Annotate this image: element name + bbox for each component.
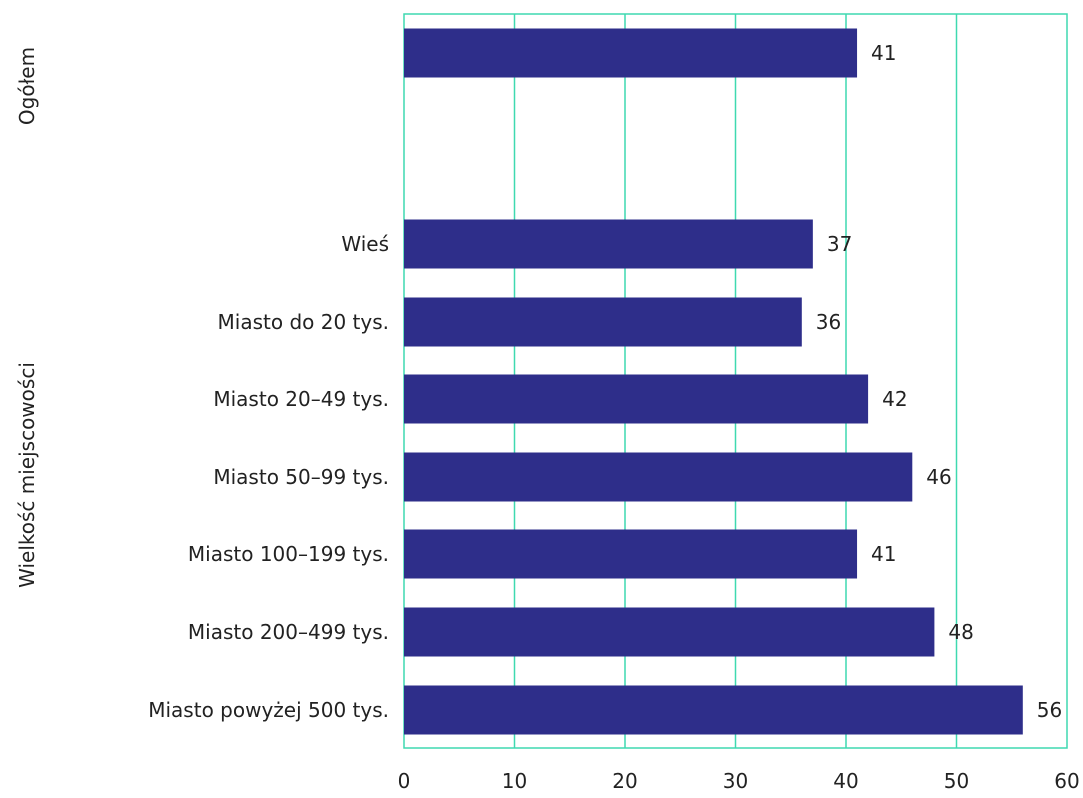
category-label: Wieś: [341, 232, 389, 256]
category-label: Miasto powyżej 500 tys.: [148, 698, 389, 722]
x-tick-label: 20: [612, 769, 637, 793]
category-label: Miasto do 20 tys.: [218, 310, 389, 334]
value-label: 42: [882, 387, 907, 411]
bar: [404, 529, 858, 579]
bar: [404, 297, 802, 347]
group-label: Ogółem: [15, 47, 39, 125]
value-label: 36: [816, 310, 841, 334]
labels-layer: 0 10 20 30 40 50 60 41 Ogółem 37 Wieś 36 Miasto do 2…: [15, 41, 1080, 793]
x-tick-label: 0: [398, 769, 411, 793]
bar: [404, 219, 813, 269]
bar: [404, 28, 858, 78]
value-label: 41: [871, 542, 896, 566]
bars-layer: [404, 28, 1023, 735]
value-label: 48: [948, 620, 973, 644]
x-tick-label: 60: [1054, 769, 1079, 793]
category-label: Miasto 50–99 tys.: [213, 465, 389, 489]
category-label: Miasto 200–499 tys.: [188, 620, 389, 644]
group-label: Wielkość miejscowości: [15, 362, 39, 588]
value-label: 41: [871, 41, 896, 65]
bar: [404, 452, 913, 502]
value-label: 37: [827, 232, 852, 256]
bar: [404, 685, 1023, 735]
value-label: 56: [1037, 698, 1062, 722]
value-label: 46: [926, 465, 951, 489]
category-label: Miasto 100–199 tys.: [188, 542, 389, 566]
bar: [404, 607, 935, 657]
category-label: Miasto 20–49 tys.: [213, 387, 389, 411]
x-tick-label: 40: [833, 769, 858, 793]
x-tick-label: 50: [944, 769, 969, 793]
x-tick-label: 10: [502, 769, 527, 793]
x-tick-label: 30: [723, 769, 748, 793]
bar: [404, 374, 869, 424]
